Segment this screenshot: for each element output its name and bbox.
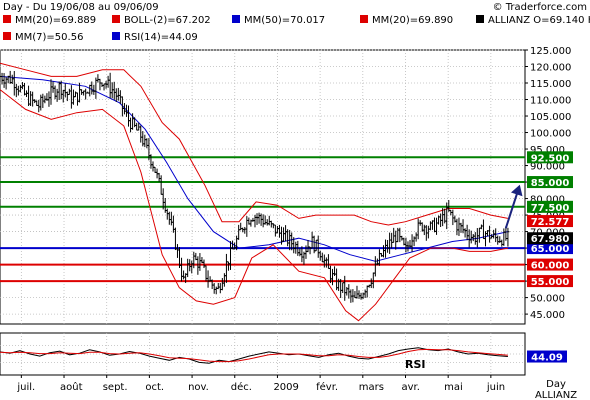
legend-label: ALLIANZ O=69.140 H [488, 15, 590, 26]
y-tick-label: 120.000 [530, 63, 571, 74]
copyright-label: © Traderforce.com [493, 2, 587, 13]
level-label-bg [527, 200, 573, 213]
level-label: 65.000 [531, 244, 570, 255]
rsi-value-label: 44.09 [527, 350, 567, 364]
y-tick-label: 95.000 [530, 145, 565, 156]
legend-swatch [476, 15, 484, 23]
level-label-bg [527, 258, 573, 271]
level-label: 77.500 [531, 203, 570, 214]
series-line [0, 62, 508, 226]
legend-label: MM(7)=50.56 [15, 32, 83, 43]
rsi-value-text: 44.09 [531, 353, 563, 364]
price-marker-label: 72.577 [531, 217, 570, 228]
y-tick-label: 90.000 [530, 162, 565, 173]
rsi-title: RSI [405, 358, 426, 371]
chart-header: Day - Du 19/06/08 au 09/06/09 © Traderfo… [3, 2, 590, 43]
legend-swatch [112, 15, 120, 23]
indicator-lines [0, 62, 509, 322]
level-label-bg [527, 275, 573, 288]
x-tick-label: mai [444, 382, 463, 393]
level-label: 85.000 [531, 178, 570, 189]
y-tick-label: 50.000 [530, 294, 565, 305]
x-tick-label: juin [486, 382, 505, 393]
x-tick-label: févr. [316, 381, 338, 393]
legend-label: MM(20)=69.889 [15, 15, 96, 26]
rsi-panel: RSI 44.09 [0, 332, 567, 376]
series-line [0, 75, 509, 262]
rsi-grid [0, 333, 525, 375]
trend-arrow [504, 184, 523, 229]
level-label-bg [527, 151, 573, 164]
rsi-series-line [0, 348, 508, 363]
y-tick-label: 105.000 [530, 112, 571, 123]
x-tick-label: août [60, 381, 83, 393]
legend-label: MM(20)=69.890 [372, 15, 453, 26]
trend-arrow-shaft [504, 188, 520, 229]
price-panel-frame [0, 49, 526, 325]
y-tick-label: 45.000 [530, 310, 565, 321]
y-tick-label: 80.000 [530, 195, 565, 206]
y-tick-label: 110.000 [530, 96, 571, 107]
x-tick-label: déc. [231, 381, 252, 393]
x-tick-label: avr. [401, 382, 419, 393]
price-panel: 45.00050.00055.00060.00065.00070.00075.0… [0, 46, 573, 325]
x-tick-label: juil. [16, 382, 35, 393]
level-label: 60.000 [531, 261, 570, 272]
x-tick-label: mars [359, 382, 384, 393]
x-tick-label: oct. [145, 382, 164, 393]
y-tick-label: 125.000 [530, 46, 571, 57]
legend-swatch [112, 32, 120, 40]
indicator-legend: MM(20)=69.889 BOLL-(2)=67.202 MM(50)=70.01… [3, 15, 590, 43]
x-tick-label: sept. [103, 382, 128, 393]
date-axis: juil. août sept. oct. nov. déc. 2009 févr. mars a… [16, 375, 505, 393]
axis-footer-instrument: ALLIANZ [535, 390, 577, 400]
level-label-bg [527, 176, 573, 189]
legend-label: RSI(14)=44.09 [124, 32, 198, 43]
price-marker-label: 67.980 [531, 234, 570, 245]
x-tick-label: nov. [188, 382, 209, 393]
price-bars [0, 70, 510, 303]
y-tick-label: 100.000 [530, 129, 571, 140]
rsi-value-bg [527, 350, 567, 363]
legend-swatch [3, 15, 11, 23]
legend-swatch [232, 15, 240, 23]
x-tick-label: 2009 [273, 382, 298, 393]
price-marker-bg [527, 232, 573, 245]
legend-label: BOLL-(2)=67.202 [124, 15, 211, 26]
rsi-lines [0, 347, 508, 364]
price-markers: 92.500 85.000 77.500 65.000 60.000 55.000 72.5… [527, 151, 573, 288]
series-line [0, 89, 508, 322]
price-marker-bg [527, 215, 573, 228]
level-label: 92.500 [531, 153, 570, 164]
period-label: Day - Du 19/06/08 au 09/06/09 [3, 2, 159, 13]
rsi-panel-frame [0, 332, 526, 376]
legend-swatch [3, 32, 11, 40]
trend-arrow-head [511, 184, 523, 197]
y-tick-label: 115.000 [530, 79, 571, 90]
legend-label: MM(50)=70.017 [244, 15, 325, 26]
level-label-bg [527, 242, 573, 255]
axis-footer-day: Day [546, 379, 566, 390]
legend-swatch [360, 15, 368, 23]
rsi-series-line [0, 347, 508, 364]
price-grid [0, 49, 525, 324]
level-label: 55.000 [531, 277, 570, 288]
